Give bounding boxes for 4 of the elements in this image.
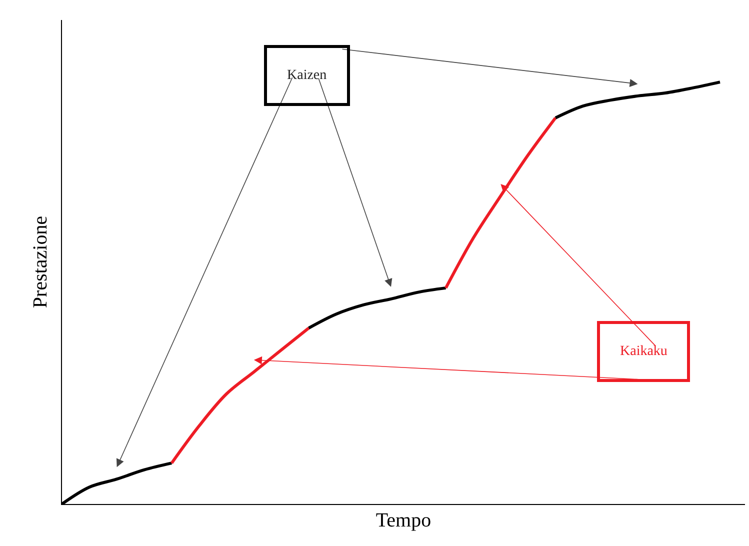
annotation: Kaizen — [287, 68, 327, 83]
annotation: Kaikaku — [620, 344, 668, 359]
y-axis-title: Prestazione — [30, 216, 52, 308]
x-axis-title: Tempo — [376, 510, 432, 532]
